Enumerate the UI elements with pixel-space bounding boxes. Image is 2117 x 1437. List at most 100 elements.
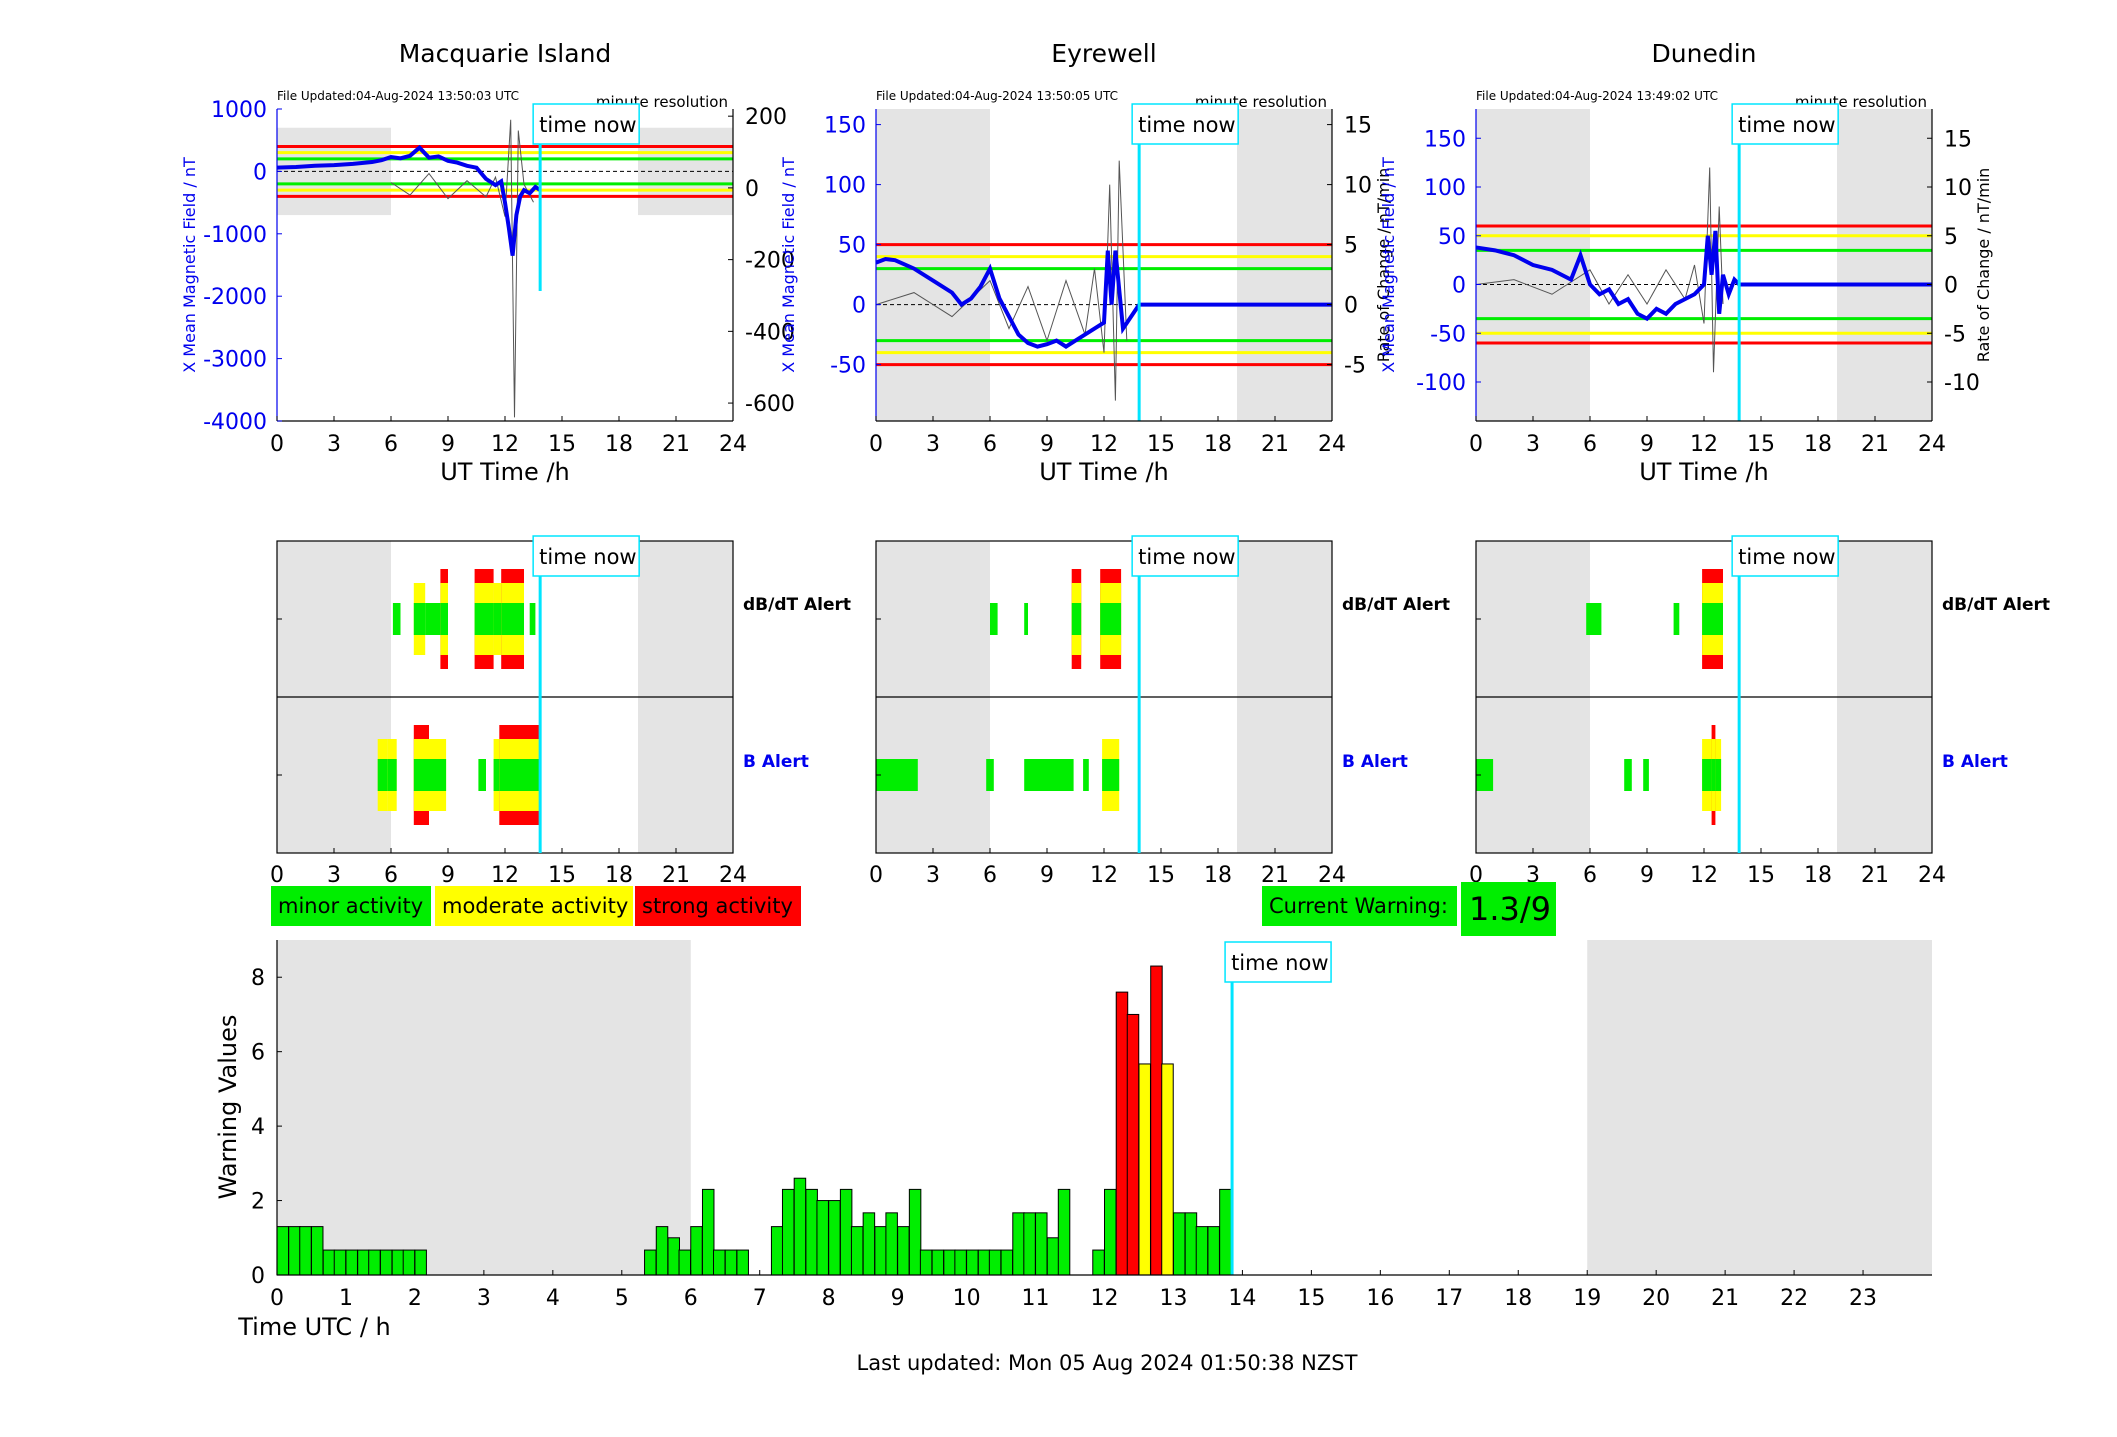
- x-axis-label: UT Time /h: [440, 458, 570, 486]
- warning-bar: [1035, 1212, 1048, 1276]
- b-alert-label: B Alert: [743, 752, 809, 772]
- warning-bar: [966, 1249, 979, 1276]
- warning-bar: [897, 1226, 910, 1276]
- warning-bar: [1000, 1249, 1014, 1276]
- x-tick-label: 12: [1090, 432, 1118, 457]
- time-now-label: time now: [1138, 545, 1235, 569]
- time-now-box: [532, 535, 640, 577]
- x-tick-label: 24: [1318, 863, 1346, 888]
- x-tick-label: 0: [270, 432, 284, 457]
- x-tick-label: 23: [1849, 1286, 1877, 1311]
- last-updated-text: Last updated: Mon 05 Aug 2024 01:50:38 N…: [857, 1351, 1358, 1375]
- x-tick-label: 18: [605, 432, 633, 457]
- x-tick-label: 15: [1747, 432, 1775, 457]
- alert-mark-minor: [1071, 603, 1082, 635]
- x-tick-label: 24: [1918, 863, 1946, 888]
- x-tick-label: 12: [491, 432, 519, 457]
- right-y-axis-label: Rate of Change / nT/min: [1974, 168, 1993, 363]
- alert-mark-minor: [493, 759, 500, 791]
- warning-bar: [414, 1249, 427, 1276]
- x-tick-label: 15: [1147, 432, 1175, 457]
- x-tick-label: 6: [1583, 432, 1597, 457]
- right-tick-label: 200: [745, 105, 787, 130]
- x-tick-label: 16: [1366, 1286, 1394, 1311]
- legend-strong-label: strong activity: [642, 894, 793, 918]
- x-tick-label: 15: [1297, 1286, 1325, 1311]
- alert-mark-minor: [501, 603, 524, 635]
- warning-bar: [1104, 1188, 1117, 1276]
- x-tick-label: 24: [719, 863, 747, 888]
- warning-bar: [357, 1249, 370, 1276]
- field-plot-2: Eyrewell File Updated:04-Aug-2024 13:50:0…: [779, 39, 1393, 486]
- alert-mark-minor: [1476, 759, 1494, 791]
- time-now-label: time now: [539, 545, 636, 569]
- x-tick-label: 9: [441, 863, 455, 888]
- right-tick-label: -200: [745, 249, 795, 274]
- x-tick-label: 7: [753, 1286, 767, 1311]
- warning-bar: [299, 1226, 312, 1276]
- x-tick-label: 9: [891, 1286, 905, 1311]
- x-tick-label: 18: [605, 863, 633, 888]
- warning-bar: [724, 1249, 738, 1276]
- current-warning-label-box: Current Warning:: [1262, 886, 1457, 926]
- time-now-box: [1224, 941, 1332, 983]
- left-y-axis-label: X Mean Magnetic Field / nT: [180, 157, 199, 373]
- x-tick-label: 19: [1573, 1286, 1601, 1311]
- x-tick-label: 21: [662, 863, 690, 888]
- time-now-box: [1731, 103, 1839, 145]
- x-tick-label: 18: [1504, 1286, 1532, 1311]
- x-tick-label: 6: [983, 863, 997, 888]
- warning-bar: [333, 1249, 347, 1276]
- warning-bar: [345, 1249, 358, 1276]
- warning-bar: [919, 1249, 933, 1276]
- y-tick-label: 8: [251, 966, 265, 991]
- right-y-axis-label: Rate of Change / nT/min: [1374, 168, 1393, 363]
- left-tick-label: -4000: [203, 410, 267, 435]
- x-mean-field-line: [875, 250, 1141, 349]
- left-tick-label: 100: [824, 174, 866, 199]
- y-tick-label: 2: [251, 1190, 265, 1215]
- warning-bar: [908, 1188, 922, 1276]
- warning-bar: [391, 1249, 405, 1276]
- warning-bar: [1184, 1212, 1198, 1276]
- warning-bar: [655, 1226, 669, 1276]
- x-tick-label: 21: [662, 432, 690, 457]
- current-warning-value: 1.3/9: [1469, 890, 1552, 928]
- legend-moderate-label: moderate activity: [442, 894, 629, 918]
- warning-bar: [954, 1249, 967, 1276]
- time-now-label: time now: [539, 113, 636, 137]
- x-tick-label: 3: [477, 1286, 491, 1311]
- x-tick-label: 15: [548, 863, 576, 888]
- warning-bar: [839, 1188, 853, 1276]
- left-tick-label: 100: [1424, 176, 1466, 201]
- alert-mark-minor: [499, 759, 541, 791]
- current-warning-label: Current Warning:: [1269, 894, 1448, 918]
- x-tick-label: 9: [1640, 863, 1654, 888]
- warning-bar: [644, 1249, 657, 1276]
- x-tick-label: 21: [1861, 432, 1889, 457]
- rate-of-change-line: [390, 119, 534, 418]
- alert-mark-minor: [413, 603, 426, 635]
- right-tick-label: -5: [1944, 322, 1966, 347]
- alert-mark-minor: [387, 759, 397, 791]
- right-tick-label: -600: [745, 392, 795, 417]
- left-tick-label: -3000: [203, 348, 267, 373]
- warning-bar: [1219, 1188, 1232, 1276]
- warning-bar: [805, 1188, 818, 1276]
- night-band: [876, 109, 990, 421]
- warning-bar: [667, 1237, 680, 1276]
- x-tick-label: 15: [1147, 863, 1175, 888]
- alert-plot-2: dB/dT Alert B Alert time now 0 3 6 9 12 15 18 21 24: [869, 535, 1450, 888]
- right-tick-label: 15: [1944, 127, 1972, 152]
- warning-bar: [678, 1249, 692, 1276]
- right-tick-label: 5: [1944, 225, 1958, 250]
- night-band: [277, 940, 691, 1275]
- y-axis-label: Warning Values: [214, 1015, 242, 1200]
- warning-bar: [885, 1212, 898, 1276]
- left-tick-label: 50: [838, 234, 866, 259]
- time-now-box: [532, 103, 640, 145]
- x-tick-label: 0: [270, 1286, 284, 1311]
- x-tick-label: 8: [822, 1286, 836, 1311]
- x-axis-label: UT Time /h: [1639, 458, 1769, 486]
